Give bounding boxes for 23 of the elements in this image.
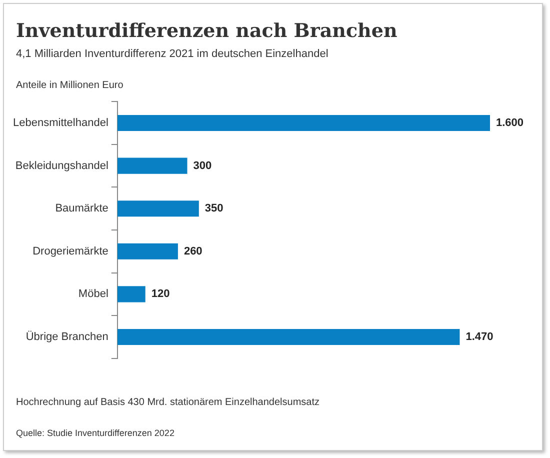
bar [117,200,199,217]
data-label: 260 [184,245,202,258]
chart-title: Inventurdifferenzen nach Branchen [16,20,398,42]
data-label: 1.600 [496,117,524,130]
source-note: Quelle: Studie Inventurdifferenzen 2022 [16,428,174,438]
y-tick-label: Möbel [78,288,108,300]
data-label: 350 [204,202,224,215]
data-label: 120 [151,288,170,300]
bar [117,158,188,174]
text: Anteile in Millionen Euro [16,80,124,91]
chart-subtitle: 4,1 Milliarden Inventurdifferenz 2021 im deutschen Einzelhandel [16,48,328,60]
text: Hochrechnung auf Basis 430 Mrd. stationärem Einzelhandelsumsatz [16,397,320,408]
data-label: 300 [193,160,212,172]
bar [117,286,146,302]
bar [117,328,460,346]
bar [117,114,490,132]
y-tick-label: Übrige Branchen [26,330,108,344]
y-tick-label: Baumärkte [55,202,108,215]
y-tick-label: Drogeriemärkte [32,245,108,258]
bar [117,243,178,260]
y-tick-label: Lebensmittelhandel [12,117,108,130]
y-tick-label: Bekleidungshandel [15,160,108,172]
data-label: 1.470 [466,331,494,344]
